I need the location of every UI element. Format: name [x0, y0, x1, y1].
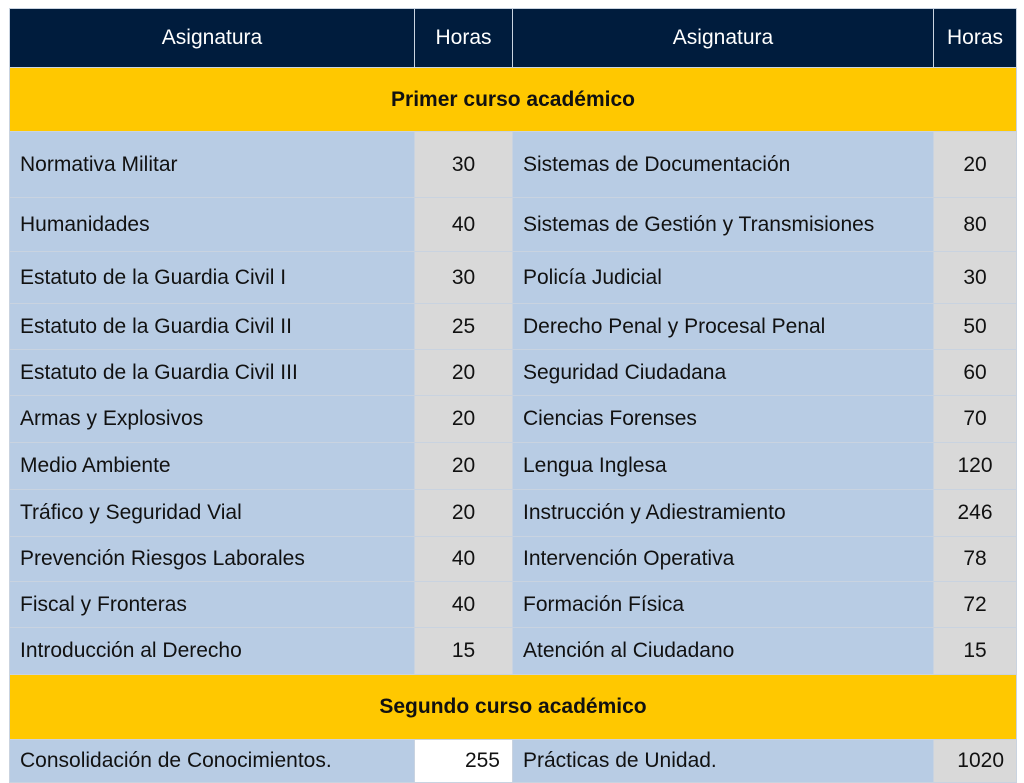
table-row: Medio Ambiente 20 Lengua Inglesa 120	[9, 442, 1017, 490]
subject-hours: 40	[414, 197, 513, 252]
subject-name: Formación Física	[512, 581, 934, 628]
subject-hours: 30	[414, 131, 513, 198]
curriculum-table: Asignatura Horas Asignatura Horas Primer…	[9, 8, 1017, 783]
subject-hours: 78	[933, 536, 1017, 582]
subject-name: Sistemas de Gestión y Transmisiones	[512, 197, 934, 252]
header-row: Asignatura Horas Asignatura Horas	[9, 8, 1017, 68]
table-row: Armas y Explosivos 20 Ciencias Forenses …	[9, 395, 1017, 443]
subject-hours: 20	[414, 395, 513, 443]
table-row: Humanidades 40 Sistemas de Gestión y Tra…	[9, 197, 1017, 252]
subject-name: Humanidades	[9, 197, 415, 252]
subject-hours: 40	[414, 536, 513, 582]
subject-name: Armas y Explosivos	[9, 395, 415, 443]
subject-hours: 246	[933, 489, 1017, 537]
table-row: Estatuto de la Guardia Civil II 25 Derec…	[9, 303, 1017, 350]
subject-name: Medio Ambiente	[9, 442, 415, 490]
subject-name: Estatuto de la Guardia Civil II	[9, 303, 415, 350]
subject-name: Derecho Penal y Procesal Penal	[512, 303, 934, 350]
subject-hours: 120	[933, 442, 1017, 490]
subject-hours: 1020	[933, 739, 1017, 783]
subject-hours: 255	[414, 739, 513, 783]
table-row: Introducción al Derecho 15 Atención al C…	[9, 627, 1017, 675]
subject-name: Estatuto de la Guardia Civil I	[9, 251, 415, 304]
subject-name: Sistemas de Documentación	[512, 131, 934, 198]
subject-hours: 30	[933, 251, 1017, 304]
section-row: Primer curso académico	[9, 67, 1017, 132]
subject-hours: 60	[933, 349, 1017, 396]
subject-name: Estatuto de la Guardia Civil III	[9, 349, 415, 396]
subject-name: Intervención Operativa	[512, 536, 934, 582]
subject-hours: 25	[414, 303, 513, 350]
subject-name: Policía Judicial	[512, 251, 934, 304]
section-title: Primer curso académico	[9, 67, 1017, 132]
header-hours: Horas	[933, 8, 1017, 68]
section-row: Segundo curso académico	[9, 674, 1017, 740]
header-hours: Horas	[414, 8, 513, 68]
subject-name: Instrucción y Adiestramiento	[512, 489, 934, 537]
table-row: Estatuto de la Guardia Civil I 30 Policí…	[9, 251, 1017, 304]
subject-hours: 20	[414, 349, 513, 396]
subject-name: Prácticas de Unidad.	[512, 739, 934, 783]
table-row: Consolidación de Conocimientos. 255 Prác…	[9, 739, 1017, 783]
table-row: Tráfico y Seguridad Vial 20 Instrucción …	[9, 489, 1017, 537]
subject-name: Atención al Ciudadano	[512, 627, 934, 675]
table-row: Prevención Riesgos Laborales 40 Interven…	[9, 536, 1017, 582]
table-row: Estatuto de la Guardia Civil III 20 Segu…	[9, 349, 1017, 396]
subject-hours: 40	[414, 581, 513, 628]
subject-name: Lengua Inglesa	[512, 442, 934, 490]
subject-hours: 50	[933, 303, 1017, 350]
subject-name: Tráfico y Seguridad Vial	[9, 489, 415, 537]
subject-name: Prevención Riesgos Laborales	[9, 536, 415, 582]
table-row: Fiscal y Fronteras 40 Formación Física 7…	[9, 581, 1017, 628]
subject-name: Ciencias Forenses	[512, 395, 934, 443]
subject-hours: 20	[933, 131, 1017, 198]
subject-hours: 80	[933, 197, 1017, 252]
subject-name: Seguridad Ciudadana	[512, 349, 934, 396]
subject-hours: 20	[414, 489, 513, 537]
subject-hours: 20	[414, 442, 513, 490]
header-subject: Asignatura	[512, 8, 934, 68]
subject-hours: 15	[414, 627, 513, 675]
subject-hours: 30	[414, 251, 513, 304]
header-subject: Asignatura	[9, 8, 415, 68]
subject-name: Fiscal y Fronteras	[9, 581, 415, 628]
subject-hours: 70	[933, 395, 1017, 443]
subject-name: Normativa Militar	[9, 131, 415, 198]
table-row: Normativa Militar 30 Sistemas de Documen…	[9, 131, 1017, 198]
section-title: Segundo curso académico	[9, 674, 1017, 740]
subject-hours: 72	[933, 581, 1017, 628]
subject-hours: 15	[933, 627, 1017, 675]
subject-name: Introducción al Derecho	[9, 627, 415, 675]
subject-name: Consolidación de Conocimientos.	[9, 739, 415, 783]
